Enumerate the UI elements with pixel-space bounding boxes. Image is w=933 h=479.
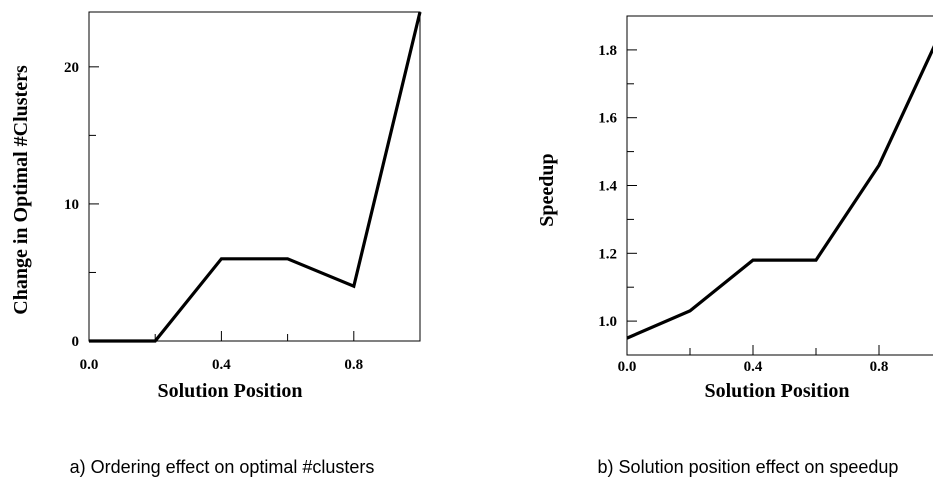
chart-a: 0.0 0.4 0.8 0 10 20 Solution Position Change … bbox=[10, 11, 422, 477]
b-y-tick-label: 1.4 bbox=[598, 179, 617, 195]
chart-a-ticks bbox=[88, 66, 355, 342]
chart-a-xlabel: Solution Position bbox=[157, 380, 302, 402]
chart-a-caption: a) Ordering effect on optimal #clusters bbox=[70, 457, 375, 477]
chart-b-tick-labels: 0.0 0.4 0.8 1.0 1.2 1.4 1.6 1.8 bbox=[598, 43, 888, 375]
a-y-tick-label: 20 bbox=[64, 60, 79, 76]
b-y-tick-label: 1.2 bbox=[598, 246, 617, 262]
b-y-tick-label: 1.8 bbox=[598, 43, 617, 59]
b-x-tick-label: 0.4 bbox=[744, 359, 763, 375]
b-x-tick-label: 0.0 bbox=[618, 359, 637, 375]
chart-b: 0.0 0.4 0.8 1.0 1.2 1.4 1.6 1.8 Solution Positi… bbox=[536, 15, 933, 477]
a-y-tick-label: 10 bbox=[64, 197, 79, 213]
a-x-tick-label: 0.4 bbox=[212, 357, 231, 373]
a-x-tick-label: 0.0 bbox=[80, 357, 99, 373]
b-y-tick-label: 1.0 bbox=[598, 314, 617, 330]
chart-a-tick-labels: 0.0 0.4 0.8 0 10 20 bbox=[64, 60, 363, 373]
a-y-tick-label: 0 bbox=[72, 334, 80, 350]
chart-b-ticks bbox=[626, 49, 880, 355]
chart-b-caption: b) Solution position effect on speedup bbox=[598, 457, 899, 477]
chart-b-frame bbox=[626, 15, 933, 356]
chart-b-ylabel: Speedup bbox=[536, 153, 558, 226]
chart-b-series-line bbox=[626, 45, 933, 340]
a-x-tick-label: 0.8 bbox=[344, 357, 363, 373]
chart-b-xlabel: Solution Position bbox=[704, 380, 849, 402]
b-x-tick-label: 0.8 bbox=[870, 359, 889, 375]
chart-a-series-line bbox=[89, 11, 422, 343]
chart-a-ylabel: Change in Optimal #Clusters bbox=[10, 65, 32, 315]
chart-a-frame bbox=[88, 11, 421, 342]
b-y-tick-label: 1.6 bbox=[598, 111, 617, 127]
